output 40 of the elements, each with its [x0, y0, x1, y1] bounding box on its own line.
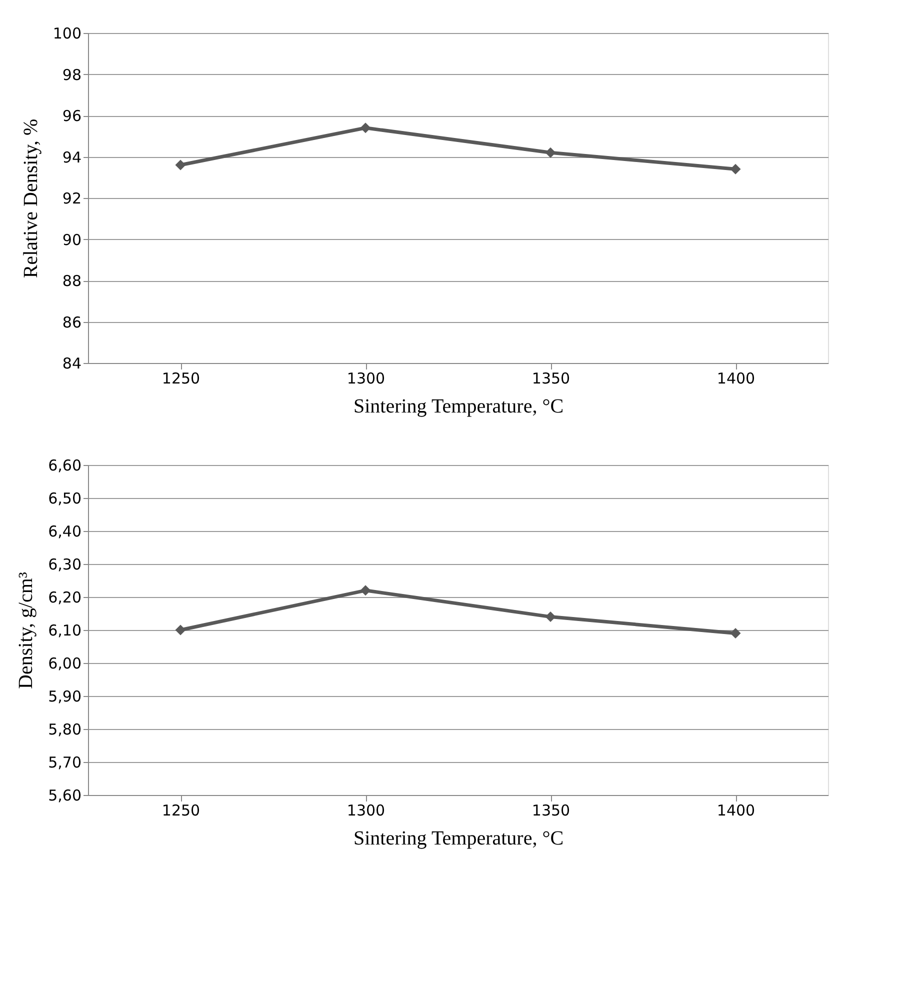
x-tick-label: 1350	[532, 370, 570, 388]
x-tick-label: 1250	[162, 802, 200, 820]
y-tick-label: 6,00	[48, 654, 82, 672]
point	[175, 160, 186, 170]
y-tick-label: 6,60	[48, 456, 82, 474]
y-tick-label: 6,20	[48, 588, 82, 606]
y-tick-label: 86	[62, 313, 82, 332]
y-tick-label: 96	[62, 107, 82, 125]
y-axis-title: Relative Density, %	[20, 118, 42, 278]
y-tick-label: 90	[62, 230, 82, 249]
y-tick-label: 88	[62, 272, 82, 290]
y-tick-label: 94	[62, 148, 82, 166]
y-tick-label: 6,40	[48, 522, 82, 540]
point	[175, 624, 186, 636]
point	[730, 628, 741, 639]
point	[360, 585, 371, 596]
y-tick-label: 6,50	[48, 490, 82, 508]
y-tick-label: 92	[62, 190, 82, 208]
point	[730, 164, 741, 174]
y-tick-label: 98	[62, 66, 82, 84]
y-tick-label: 5,80	[48, 720, 82, 738]
y-tick-label: 5,90	[48, 688, 82, 706]
y-tick-label: 5,70	[48, 754, 82, 772]
x-tick-label: 1400	[716, 802, 756, 820]
x-axis-title: Sintering Temperature, °C	[353, 828, 564, 850]
y-tick-label: 6,30	[48, 556, 82, 574]
x-tick-label: 1400	[716, 370, 756, 388]
x-tick-label: 1350	[532, 802, 570, 820]
x-tick-label: 1250	[162, 370, 200, 388]
point	[545, 147, 556, 158]
x-axis-title: Sintering Temperature, °C	[353, 396, 564, 418]
x-tick-label: 1300	[346, 802, 386, 820]
y-tick-label: 84	[62, 354, 82, 372]
point	[545, 612, 556, 622]
y-tick-label: 100	[52, 24, 82, 42]
y-axis-title: Density, g/cm³	[15, 572, 38, 689]
x-tick-label: 1300	[346, 370, 386, 388]
y-tick-label: 6,10	[48, 622, 82, 640]
point	[360, 122, 371, 134]
y-tick-label: 5,60	[48, 786, 82, 804]
